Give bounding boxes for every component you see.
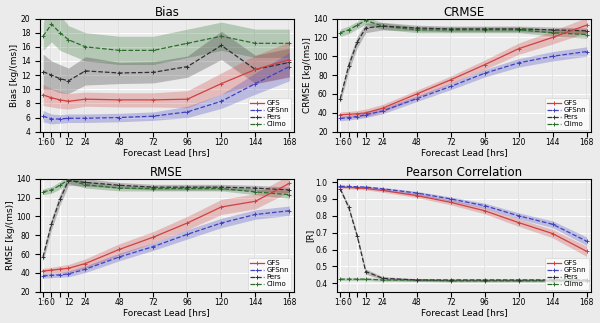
X-axis label: Forecast Lead [hrs]: Forecast Lead [hrs]: [124, 148, 210, 157]
Title: Pearson Correlation: Pearson Correlation: [406, 166, 522, 179]
Legend: GFS, GFSnn, Pers, Climo: GFS, GFSnn, Pers, Climo: [248, 258, 292, 290]
Y-axis label: CRMSE [kg/(ms)]: CRMSE [kg/(ms)]: [303, 37, 312, 113]
Y-axis label: RMSE [kg/(ms)]: RMSE [kg/(ms)]: [5, 201, 14, 270]
Y-axis label: Bias [kg/(ms)]: Bias [kg/(ms)]: [10, 44, 19, 107]
X-axis label: Forecast Lead [hrs]: Forecast Lead [hrs]: [421, 308, 508, 318]
Title: RMSE: RMSE: [151, 166, 184, 179]
Legend: GFS, GFSnn, Pers, Climo: GFS, GFSnn, Pers, Climo: [545, 98, 589, 130]
Title: Bias: Bias: [154, 5, 179, 18]
Legend: GFS, GFSnn, Pers, Climo: GFS, GFSnn, Pers, Climo: [545, 258, 589, 290]
Legend: GFS, GFSnn, Pers, Climo: GFS, GFSnn, Pers, Climo: [248, 98, 292, 130]
X-axis label: Forecast Lead [hrs]: Forecast Lead [hrs]: [421, 148, 508, 157]
Y-axis label: [R]: [R]: [305, 229, 314, 242]
Title: CRMSE: CRMSE: [443, 5, 485, 18]
X-axis label: Forecast Lead [hrs]: Forecast Lead [hrs]: [124, 308, 210, 318]
